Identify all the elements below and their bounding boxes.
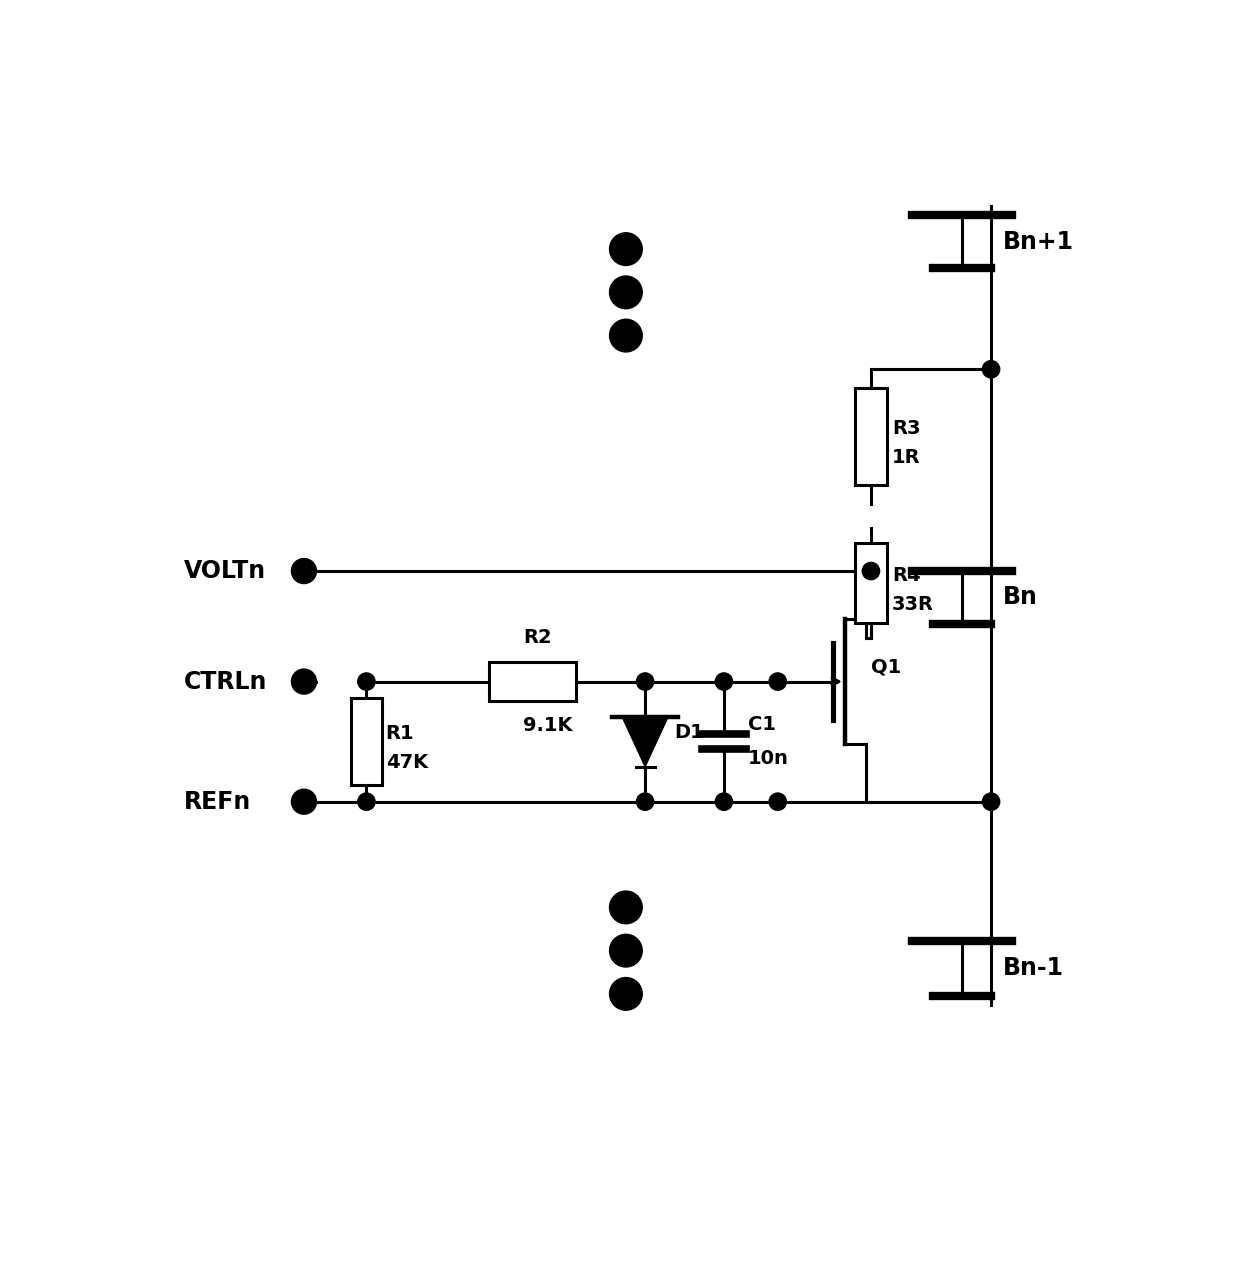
Text: 9.1K: 9.1K xyxy=(523,717,573,736)
Bar xyxy=(856,388,887,485)
Text: Q1: Q1 xyxy=(870,657,901,676)
Circle shape xyxy=(610,276,642,308)
Circle shape xyxy=(291,559,316,584)
Text: R4: R4 xyxy=(892,566,921,585)
Circle shape xyxy=(291,669,316,694)
Text: Bn+1: Bn+1 xyxy=(1003,230,1074,254)
Polygon shape xyxy=(622,717,668,766)
Circle shape xyxy=(715,793,733,810)
Circle shape xyxy=(769,672,786,690)
Circle shape xyxy=(636,672,653,690)
Circle shape xyxy=(862,562,879,580)
Circle shape xyxy=(610,233,642,265)
Bar xyxy=(856,544,887,623)
Circle shape xyxy=(610,977,642,1010)
Text: Bn-1: Bn-1 xyxy=(1003,957,1064,981)
Bar xyxy=(490,662,575,700)
Text: R1: R1 xyxy=(386,724,414,743)
Text: 33R: 33R xyxy=(892,594,934,614)
Circle shape xyxy=(358,793,374,810)
Circle shape xyxy=(358,672,374,690)
Text: R3: R3 xyxy=(892,420,920,439)
Circle shape xyxy=(291,789,316,814)
Bar xyxy=(351,699,382,785)
Circle shape xyxy=(636,793,653,810)
Text: C1: C1 xyxy=(748,715,776,734)
Circle shape xyxy=(982,793,999,810)
Text: VOLTn: VOLTn xyxy=(184,559,265,583)
Text: Bn: Bn xyxy=(1003,585,1038,609)
Text: 47K: 47K xyxy=(386,753,428,772)
Text: REFn: REFn xyxy=(184,790,250,814)
Text: CTRLn: CTRLn xyxy=(184,670,267,694)
Circle shape xyxy=(769,793,786,810)
Text: R2: R2 xyxy=(523,628,552,647)
Circle shape xyxy=(610,320,642,351)
Text: 1R: 1R xyxy=(892,449,921,468)
Circle shape xyxy=(610,891,642,924)
Text: 10n: 10n xyxy=(748,750,789,769)
Circle shape xyxy=(610,934,642,967)
Circle shape xyxy=(715,672,733,690)
Text: D1: D1 xyxy=(675,723,703,742)
Circle shape xyxy=(982,360,999,378)
